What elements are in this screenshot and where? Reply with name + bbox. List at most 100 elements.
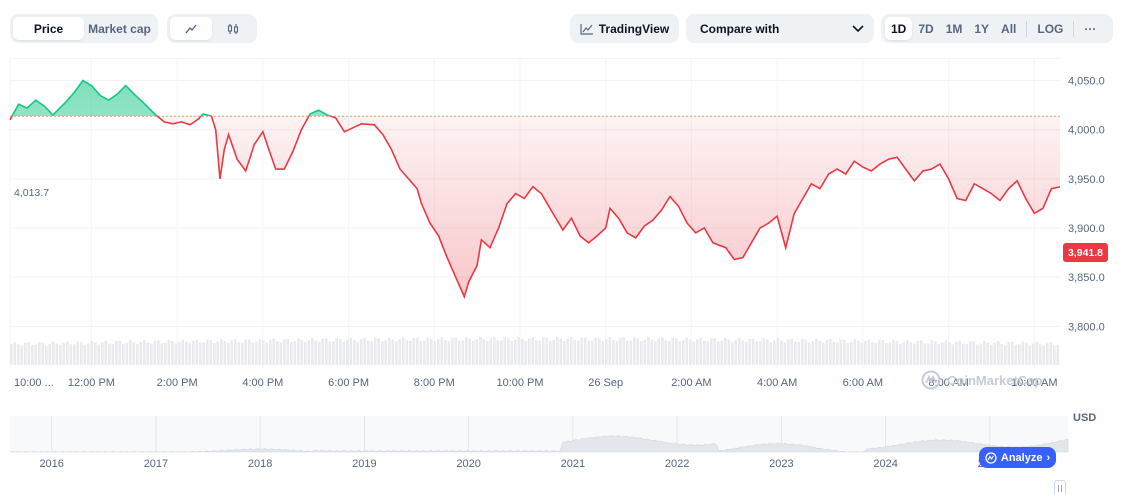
volume-bar: [426, 337, 430, 365]
volume-bar: [328, 341, 332, 365]
volume-bar: [972, 341, 976, 365]
volume-bar: [430, 338, 433, 365]
volume-bar: [374, 338, 377, 365]
volume-bar: [1007, 341, 1011, 365]
x-tick-label: 8:00 PM: [414, 377, 455, 389]
volume-bar: [181, 339, 185, 365]
volume-bar: [332, 341, 335, 365]
navigator-handle[interactable]: [1054, 480, 1066, 494]
volume-bar: [510, 340, 514, 365]
volume-bar: [458, 340, 461, 365]
volume-bar: [878, 340, 881, 365]
volume-bar: [615, 341, 619, 365]
plot-top-border: [10, 58, 1060, 59]
volume-bar: [244, 339, 248, 365]
volume-bar: [832, 341, 836, 365]
current-price-tag: 3,941.8: [1063, 243, 1108, 262]
analyze-button[interactable]: Analyze ›: [979, 447, 1056, 468]
volume-bar: [230, 340, 234, 365]
market-cap-tab[interactable]: Market cap: [88, 21, 151, 36]
volume-bar: [1018, 344, 1021, 365]
volume-bar: [265, 342, 269, 365]
y-tick-label: 4,050.0: [1068, 76, 1105, 88]
volume-bar: [794, 341, 797, 365]
range-1y-button[interactable]: 1Y: [974, 21, 990, 36]
volume-bar: [461, 340, 465, 365]
volume-bar: [262, 340, 265, 365]
volume-bar: [650, 339, 654, 365]
y-axis: 3,800.0 3,850.0 3,900.0 3,950.0 4,000.0 4,050…: [1068, 76, 1105, 334]
navigator-year-label: 2022: [665, 458, 689, 470]
volume-bar: [227, 342, 230, 365]
volume-bar: [255, 341, 258, 365]
volume-bar: [885, 343, 888, 365]
volume-bar: [62, 342, 66, 365]
tradingview-button[interactable]: TradingView: [570, 14, 679, 43]
volume-bar: [307, 340, 311, 365]
price-chart[interactable]: 3,800.0 3,850.0 3,900.0 3,950.0 4,000.0 4,050…: [0, 56, 1125, 494]
history-navigator[interactable]: 2016201720182019202020212022202320242025: [9, 416, 1069, 470]
volume-bar: [717, 341, 720, 365]
volume-bar: [146, 342, 150, 365]
volume-bar: [605, 339, 608, 365]
volume-bar: [300, 339, 304, 365]
volume-bar: [535, 340, 538, 365]
candlestick-button[interactable]: [212, 17, 254, 40]
volume-bar: [678, 341, 682, 365]
volume-bar: [503, 337, 507, 365]
volume-bar: [997, 341, 1000, 365]
volume-bar: [636, 338, 640, 365]
volume-bar: [20, 345, 24, 365]
navigator-year-label: 2019: [352, 458, 376, 470]
volume-bar: [867, 339, 871, 365]
currency-label: USD: [1073, 412, 1097, 424]
volume-bar: [780, 340, 783, 365]
volume-bar: [496, 340, 500, 365]
volume-bar: [934, 341, 937, 365]
volume-bar: [927, 343, 930, 365]
volume-bar: [713, 338, 717, 365]
volume-bar: [937, 344, 941, 365]
volume-bar: [531, 337, 535, 365]
volume-bar: [48, 343, 52, 365]
volume-bar: [363, 337, 367, 365]
volume-bar: [657, 338, 661, 365]
volume-bar: [220, 339, 223, 365]
navigator-year-label: 2018: [248, 458, 272, 470]
volume-bar: [1049, 342, 1053, 365]
volume-bar: [990, 344, 993, 365]
volume-bar: [724, 337, 727, 365]
volume-bar: [727, 339, 731, 365]
volume-bar: [171, 341, 174, 365]
volume-bar: [76, 341, 80, 365]
volume-bar: [353, 339, 356, 365]
volume-bar: [318, 341, 321, 365]
analyze-label: Analyze: [1000, 451, 1043, 464]
range-1d-button[interactable]: 1D: [885, 17, 913, 40]
range-1m-button[interactable]: 1M: [945, 21, 963, 36]
volume-bar: [993, 342, 997, 365]
volume-bar: [283, 339, 286, 365]
range-all-button[interactable]: All: [1001, 21, 1017, 36]
volume-bar: [293, 341, 297, 365]
time-range-selector: 1D 7D 1M 1Y All LOG ···: [881, 14, 1113, 43]
x-tick-label: 8:00 AM: [928, 377, 968, 389]
volume-bar: [451, 338, 454, 365]
range-7d-button[interactable]: 7D: [918, 21, 934, 36]
price-line: [9, 79, 1061, 300]
price-tab[interactable]: Price: [13, 17, 84, 40]
x-axis: 10:00 ... 12:00 PM 2:00 PM 4:00 PM 6:00 PM 8:…: [14, 377, 1058, 389]
more-options-button[interactable]: ···: [1084, 21, 1097, 36]
volume-bar: [321, 339, 325, 365]
volume-bar: [367, 340, 370, 365]
volume-bar: [132, 341, 136, 365]
volume-bar: [416, 337, 419, 365]
volume-bar: [948, 342, 951, 365]
volume-bar: [563, 341, 566, 365]
line-chart-button[interactable]: [170, 17, 212, 40]
volume-bar: [860, 343, 864, 365]
compare-with-select[interactable]: Compare with: [686, 14, 874, 43]
volume-bar: [346, 340, 349, 365]
volume-bar: [685, 337, 689, 365]
log-scale-button[interactable]: LOG: [1037, 21, 1064, 36]
